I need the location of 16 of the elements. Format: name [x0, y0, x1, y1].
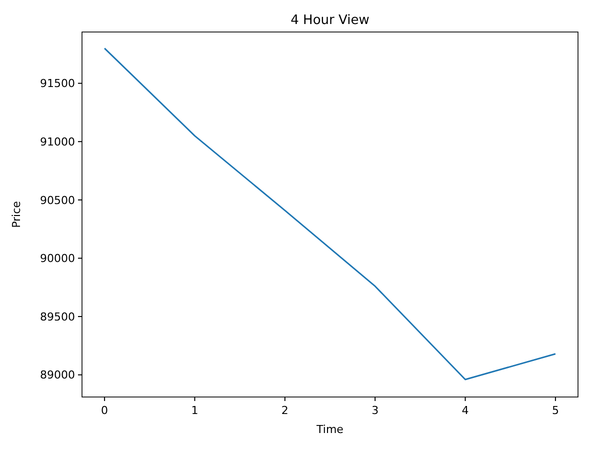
y-tick-label: 89500	[40, 310, 75, 324]
y-tick-label: 90500	[40, 194, 75, 207]
x-tick-label: 3	[372, 404, 379, 417]
x-axis-title: Time	[316, 423, 344, 436]
x-tick-label: 0	[101, 404, 108, 417]
y-tick-label: 91000	[40, 135, 75, 148]
line-series	[104, 48, 556, 380]
y-tick-label: 89000	[40, 368, 75, 382]
x-tick-label: 4	[462, 404, 469, 417]
y-axis-title: Price	[10, 200, 23, 228]
chart-title: 4 Hour View	[290, 13, 370, 28]
y-tick-label: 90000	[40, 252, 75, 266]
x-tick-label: 2	[281, 404, 288, 417]
x-tick-label: 5	[552, 404, 559, 417]
y-tick-label: 91500	[40, 77, 75, 90]
x-tick-label: 1	[191, 404, 198, 417]
